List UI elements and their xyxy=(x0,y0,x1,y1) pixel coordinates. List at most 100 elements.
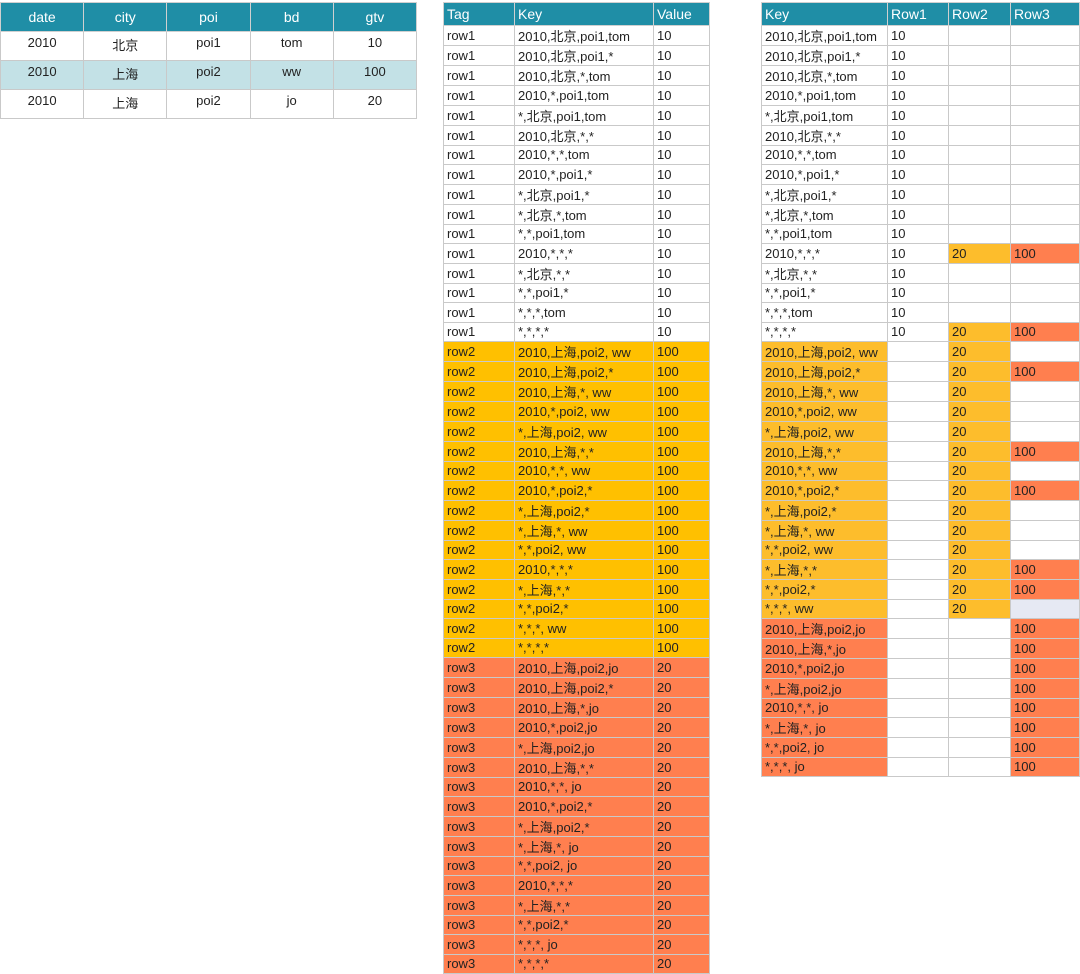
table-cell: *,*,poi1,* xyxy=(761,282,888,303)
table-row: 2010,北京,*,* 10 xyxy=(761,124,1080,146)
table-cell: 10 xyxy=(887,45,949,66)
table-cell: row3 xyxy=(443,914,515,935)
table-cell: *,上海,*,* xyxy=(514,578,654,600)
table-cell: 100 xyxy=(653,637,710,658)
table-row: *,*,poi2,* 20 100 xyxy=(761,579,1080,600)
table-row: row3 2010,*,*, jo 20 xyxy=(443,776,710,797)
table-cell: *,上海,*,* xyxy=(761,559,888,580)
table-row: 2010 上海 poi2 jo 20 xyxy=(0,89,418,119)
table-cell xyxy=(948,25,1011,46)
table-cell: 2010,上海,poi2,* xyxy=(514,677,654,698)
table-cell xyxy=(1010,183,1080,205)
table-row: row1 *,*,*,tom 10 xyxy=(443,302,710,323)
table-cell: 2010,上海,*, ww xyxy=(514,381,654,402)
table-cell: tom xyxy=(249,31,334,61)
table-row: row3 *,*,*, jo 20 xyxy=(443,934,710,955)
table-cell: *,*,poi2, ww xyxy=(761,539,888,560)
table-row: *,北京,poi1,tom 10 xyxy=(761,104,1080,126)
table-cell: 2010,*,*,tom xyxy=(514,144,654,165)
table-cell: 2010,上海,*,jo xyxy=(514,697,654,718)
table-cell: row1 xyxy=(443,302,515,323)
table-cell xyxy=(887,381,949,402)
table-cell: 100 xyxy=(1010,677,1080,699)
table-row: row1 *,*,poi1,* 10 xyxy=(443,282,710,303)
table-row: 2010,*,poi2,jo 100 xyxy=(761,658,1080,679)
table-cell: 10 xyxy=(887,183,949,205)
table-cell: row1 xyxy=(443,282,515,303)
table-row: row3 2010,*,poi2,* 20 xyxy=(443,796,710,817)
table-row: 2010,*,poi1,* 10 xyxy=(761,164,1080,185)
table-cell: 20 xyxy=(948,519,1011,541)
table-cell: 2010,上海,*,* xyxy=(761,440,888,462)
table-row: row3 *,上海,*,* 20 xyxy=(443,894,710,916)
table-cell: 100 xyxy=(1010,737,1080,758)
table-cell xyxy=(887,717,949,738)
table-cell xyxy=(887,480,949,501)
table-cell xyxy=(948,223,1011,244)
table-cell: 100 xyxy=(1010,638,1080,659)
table-cell: 10 xyxy=(887,262,949,284)
table-cell: row1 xyxy=(443,144,515,165)
table-row: *,上海,*, jo 100 xyxy=(761,717,1080,738)
table-cell: 2010,北京,*,* xyxy=(514,124,654,146)
table-cell xyxy=(948,737,1011,758)
table-row: row1 2010,*,*,* 10 xyxy=(443,243,710,264)
table-cell: 2010,*,*,* xyxy=(514,243,654,264)
table-cell: *,*,poi2, ww xyxy=(514,539,654,560)
table-cell: 2010 xyxy=(0,89,85,119)
table-cell xyxy=(1010,104,1080,126)
table-cell: 100 xyxy=(1010,697,1080,718)
table-cell: row1 xyxy=(443,223,515,244)
table-cell xyxy=(887,440,949,462)
table-row: row3 2010,上海,poi2,* 20 xyxy=(443,677,710,698)
table-row: 2010,北京,poi1,tom 10 xyxy=(761,25,1080,46)
table-cell: row2 xyxy=(443,480,515,501)
table-row: row2 2010,上海,*,* 100 xyxy=(443,440,710,462)
table-cell xyxy=(948,124,1011,146)
table-cell: 100 xyxy=(653,440,710,462)
table-cell xyxy=(1010,164,1080,185)
table-cell: *,北京,poi1,* xyxy=(514,183,654,205)
table-row: row2 *,*,poi2,* 100 xyxy=(443,598,710,619)
table-cell xyxy=(948,638,1011,659)
table-cell: *,*,poi2,* xyxy=(514,598,654,619)
table-cell: 20 xyxy=(653,875,710,896)
column-header: Value xyxy=(653,2,710,26)
table-cell xyxy=(1010,539,1080,560)
table-row: row1 *,北京,poi1,tom 10 xyxy=(443,104,710,126)
table-cell: 20 xyxy=(948,539,1011,560)
table-cell: 20 xyxy=(948,243,1011,264)
table-cell: *,*,poi1,* xyxy=(514,282,654,303)
table-cell: 2010,北京,*,tom xyxy=(761,65,888,86)
table-cell: 10 xyxy=(887,124,949,146)
table-row: 2010,上海,*, ww 20 xyxy=(761,381,1080,402)
table-row: row1 *,*,poi1,tom 10 xyxy=(443,223,710,244)
table-cell xyxy=(948,618,1011,639)
table-cell: 2010,上海,*,* xyxy=(514,756,654,778)
table-cell: *,*,*,tom xyxy=(514,302,654,323)
table-cell: row1 xyxy=(443,262,515,284)
expanded-key-table: Tag Key Value row1 2010,北京,poi1,tom 10 row1 20… xyxy=(443,2,710,974)
table-row: *,*,poi2, ww 20 xyxy=(761,539,1080,560)
table-cell: 2010,*,*,* xyxy=(514,559,654,580)
table-cell: row3 xyxy=(443,697,515,718)
table-cell xyxy=(887,401,949,422)
table-cell xyxy=(948,164,1011,185)
table-row: row2 *,上海,poi2,* 100 xyxy=(443,499,710,521)
table-row: row3 *,*,*,* 20 xyxy=(443,953,710,974)
table-cell: 20 xyxy=(948,420,1011,442)
table-cell: 2010,上海,poi2, ww xyxy=(761,341,888,362)
table-cell: 10 xyxy=(653,104,710,126)
table-cell xyxy=(948,45,1011,66)
table-cell: 2010,*,poi2,* xyxy=(514,480,654,501)
table-cell: *,*,*, ww xyxy=(514,618,654,639)
table-cell: 20 xyxy=(948,361,1011,382)
table-cell: row2 xyxy=(443,539,515,560)
table-cell: row1 xyxy=(443,25,515,46)
table-cell: row2 xyxy=(443,401,515,422)
table-cell: 10 xyxy=(887,104,949,126)
table-cell xyxy=(1010,25,1080,46)
table-cell: 20 xyxy=(948,460,1011,481)
table-row: 2010,*,poi2, ww 20 xyxy=(761,401,1080,422)
table-cell: row1 xyxy=(443,321,515,342)
